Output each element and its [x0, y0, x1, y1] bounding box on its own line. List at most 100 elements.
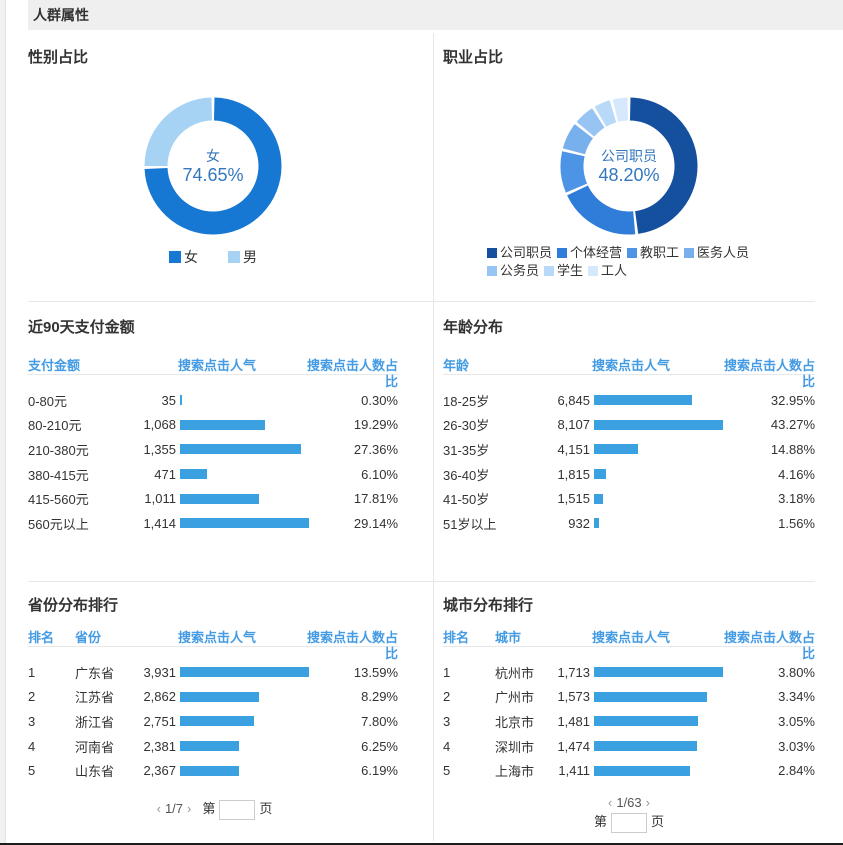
popularity-bar — [594, 765, 690, 776]
cell-percentage: 14.88% — [770, 441, 815, 457]
legend-swatch-icon — [487, 266, 497, 276]
legend-label: 女 — [184, 249, 198, 265]
table-body: 0-80元 35 0.30% 80-210元 1,068 19.29% 210-380元 1,… — [28, 388, 398, 536]
table-body: 1 杭州市 1,713 3.80% 2 广州市 1,573 3.34% 3 北京市 1,481 3.0… — [443, 660, 815, 783]
occupation-legend: 公司职员 个体经营 教职工 医务人员公务员 学生 工人 — [487, 244, 771, 280]
panel-gender-ratio: 性别占比 女 74.65% 女男 — [6, 33, 433, 301]
table-row: 415-560元 1,011 17.81% — [28, 486, 398, 511]
legend-label: 教职工 — [640, 245, 680, 260]
table-row: 3 北京市 1,481 3.05% — [443, 709, 815, 734]
page-jump-input[interactable] — [611, 812, 647, 833]
section-title: 人群属性 — [33, 7, 89, 23]
popularity-bar — [594, 469, 606, 480]
popularity-bar — [594, 395, 692, 406]
table-row: 26-30岁 8,107 43.27% — [443, 413, 815, 438]
page-jump-prefix: 第 — [202, 800, 216, 816]
cell-percentage: 27.36% — [353, 441, 398, 457]
popularity-bar — [180, 395, 182, 406]
legend-label: 男 — [243, 249, 257, 265]
cell-percentage: 13.59% — [353, 664, 398, 680]
legend-item-教职工[interactable]: 教职工 — [627, 244, 679, 262]
pagination-city: ‹ 1/63 › 第页 — [443, 793, 815, 833]
cell-popularity-value: 2,381 — [143, 738, 176, 754]
page-jump-prefix: 第 — [593, 813, 607, 829]
legend-item-女[interactable]: 女 — [169, 248, 198, 266]
popularity-bar — [180, 691, 259, 702]
cell-rank: 5 — [28, 763, 36, 779]
popularity-bar — [594, 419, 723, 430]
legend-item-医务人员[interactable]: 医务人员 — [684, 244, 749, 262]
cell-label: 51岁以上 — [443, 516, 497, 532]
popularity-bar — [594, 716, 698, 727]
donut-segment-公务员 — [576, 108, 605, 137]
cell-popularity-value: 6,845 — [557, 392, 590, 408]
cell-label: 560元以上 — [28, 516, 89, 532]
gender-legend: 女男 — [28, 248, 398, 266]
popularity-bar — [180, 444, 301, 455]
legend-item-男[interactable]: 男 — [228, 248, 257, 266]
column-header-label: 年龄 — [443, 358, 470, 373]
table-row: 2 江苏省 2,862 8.29% — [28, 685, 398, 710]
cell-name: 上海市 — [495, 764, 535, 780]
cell-rank: 4 — [443, 738, 451, 754]
row-divider — [28, 581, 815, 582]
legend-label: 公务员 — [500, 263, 540, 278]
table-header-row: 支付金额 搜索点击人气 搜索点击人数占比 — [28, 358, 398, 389]
legend-item-公务员[interactable]: 公务员 — [487, 262, 539, 280]
prev-page-icon[interactable]: ‹ — [608, 794, 613, 810]
cell-rank: 2 — [28, 689, 36, 705]
table-header-row: 年龄 搜索点击人气 搜索点击人数占比 — [443, 358, 815, 389]
column-header-rank: 排名 — [443, 630, 470, 645]
table-row: 3 浙江省 2,751 7.80% — [28, 709, 398, 734]
cell-popularity-value: 1,411 — [558, 763, 590, 779]
next-page-icon[interactable]: › — [187, 800, 192, 816]
cell-popularity-value: 1,515 — [557, 491, 590, 507]
cell-percentage: 8.29% — [361, 689, 398, 705]
cell-popularity-value: 1,474 — [557, 738, 590, 754]
cell-percentage: 2.84% — [778, 763, 815, 779]
legend-swatch-icon — [684, 248, 695, 258]
column-header-percentage: 搜索点击人数占比 — [723, 630, 815, 661]
column-header-label: 支付金额 — [28, 358, 81, 373]
cell-name: 浙江省 — [75, 714, 115, 730]
cell-percentage: 6.10% — [361, 466, 398, 482]
next-page-icon[interactable]: › — [645, 794, 650, 810]
legend-item-个体经营[interactable]: 个体经营 — [557, 244, 622, 262]
cell-percentage: 6.19% — [361, 763, 398, 779]
page-indicator: 1/63 — [616, 794, 642, 810]
prev-page-icon[interactable]: ‹ — [156, 800, 161, 816]
cell-name: 杭州市 — [495, 665, 535, 681]
popularity-bar — [594, 518, 599, 529]
legend-swatch-icon — [228, 251, 240, 263]
pagination-province: ‹ 1/7 › 第页 — [28, 798, 398, 820]
table-row: 2 广州市 1,573 3.34% — [443, 685, 815, 710]
popularity-bar — [594, 691, 707, 702]
column-header-popularity: 搜索点击人气 — [592, 630, 671, 645]
table-body: 18-25岁 6,845 32.95% 26-30岁 8,107 43.27% 31-35岁… — [443, 388, 815, 536]
page-jump-input[interactable] — [219, 799, 256, 820]
cell-popularity-value: 35 — [161, 392, 176, 408]
legend-item-学生[interactable]: 学生 — [544, 262, 583, 280]
cell-name: 北京市 — [495, 714, 535, 730]
cell-popularity-value: 1,355 — [143, 441, 176, 457]
column-header-popularity: 搜索点击人气 — [178, 630, 257, 645]
table-row: 4 深圳市 1,474 3.03% — [443, 734, 815, 759]
cell-name: 江苏省 — [75, 690, 115, 706]
popularity-bar — [180, 469, 207, 480]
table-row: 5 上海市 1,411 2.84% — [443, 758, 815, 783]
legend-item-公司职员[interactable]: 公司职员 — [487, 244, 552, 262]
legend-swatch-icon — [557, 248, 568, 258]
cell-popularity-value: 1,815 — [557, 466, 590, 482]
table-row: 18-25岁 6,845 32.95% — [443, 388, 815, 413]
page-jump: 第页 — [202, 799, 272, 820]
legend-swatch-icon — [588, 266, 599, 276]
donut-segment-男 — [144, 97, 213, 167]
cell-percentage: 19.29% — [353, 417, 398, 433]
cell-label: 210-380元 — [28, 442, 89, 458]
cell-label: 0-80元 — [28, 393, 68, 409]
cell-popularity-value: 932 — [568, 515, 590, 531]
cell-percentage: 17.81% — [353, 491, 398, 507]
page-jump-line: 第页 — [443, 812, 815, 833]
legend-item-工人[interactable]: 工人 — [588, 262, 627, 280]
cell-name: 深圳市 — [495, 739, 535, 755]
